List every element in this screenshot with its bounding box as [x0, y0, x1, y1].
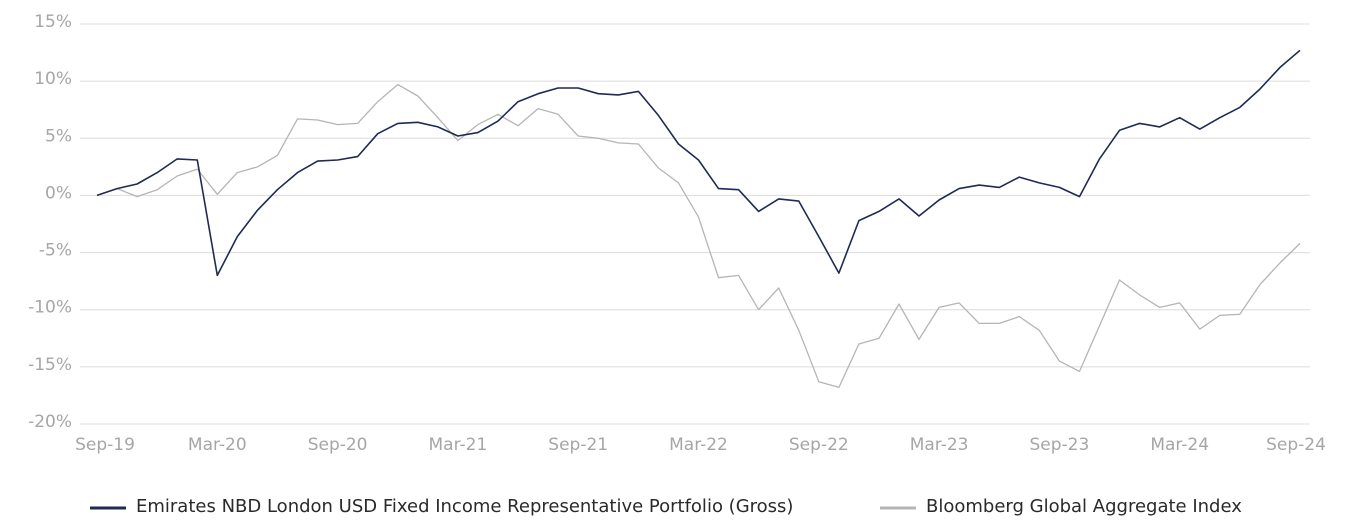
y-tick-label: 15%: [34, 12, 72, 32]
legend-label: Emirates NBD London USD Fixed Income Rep…: [136, 496, 793, 517]
y-tick-label: -20%: [28, 412, 72, 432]
series-line: [96, 83, 1301, 389]
x-tick-label: Mar-24: [1150, 435, 1209, 455]
series-line: [96, 49, 1301, 277]
y-tick-label: 10%: [34, 69, 72, 89]
x-tick-label: Sep-24: [1266, 435, 1326, 455]
legend-label: Bloomberg Global Aggregate Index: [926, 496, 1242, 517]
y-tick-label: -15%: [28, 355, 72, 375]
x-tick-label: Mar-23: [910, 435, 969, 455]
x-tick-label: Sep-23: [1029, 435, 1089, 455]
y-tick-label: -10%: [28, 298, 72, 318]
x-tick-label: Sep-22: [789, 435, 849, 455]
x-tick-label: Sep-19: [75, 435, 135, 455]
x-tick-label: Sep-20: [308, 435, 368, 455]
x-tick-label: Mar-20: [188, 435, 247, 455]
y-tick-label: 5%: [45, 126, 72, 146]
x-tick-label: Mar-22: [669, 435, 728, 455]
x-tick-label: Sep-21: [548, 435, 608, 455]
x-tick-label: Mar-21: [429, 435, 488, 455]
y-tick-label: 0%: [45, 183, 72, 203]
y-tick-label: -5%: [39, 241, 72, 261]
